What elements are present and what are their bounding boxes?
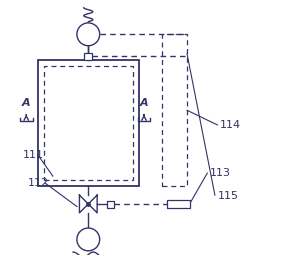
Text: P: P [85, 29, 92, 39]
Circle shape [77, 23, 100, 46]
Text: A: A [140, 98, 148, 108]
Text: 113: 113 [210, 168, 231, 178]
Bar [44, 66, 132, 180]
Circle shape [77, 228, 100, 251]
Bar [38, 60, 139, 186]
Text: 111: 111 [22, 150, 43, 161]
Bar [84, 53, 92, 60]
Text: 115: 115 [217, 191, 238, 201]
Text: 114: 114 [220, 120, 241, 130]
Bar [167, 200, 190, 208]
Bar [107, 201, 113, 208]
Bar [162, 34, 187, 186]
Text: 112: 112 [28, 178, 49, 188]
Text: A: A [22, 98, 31, 108]
